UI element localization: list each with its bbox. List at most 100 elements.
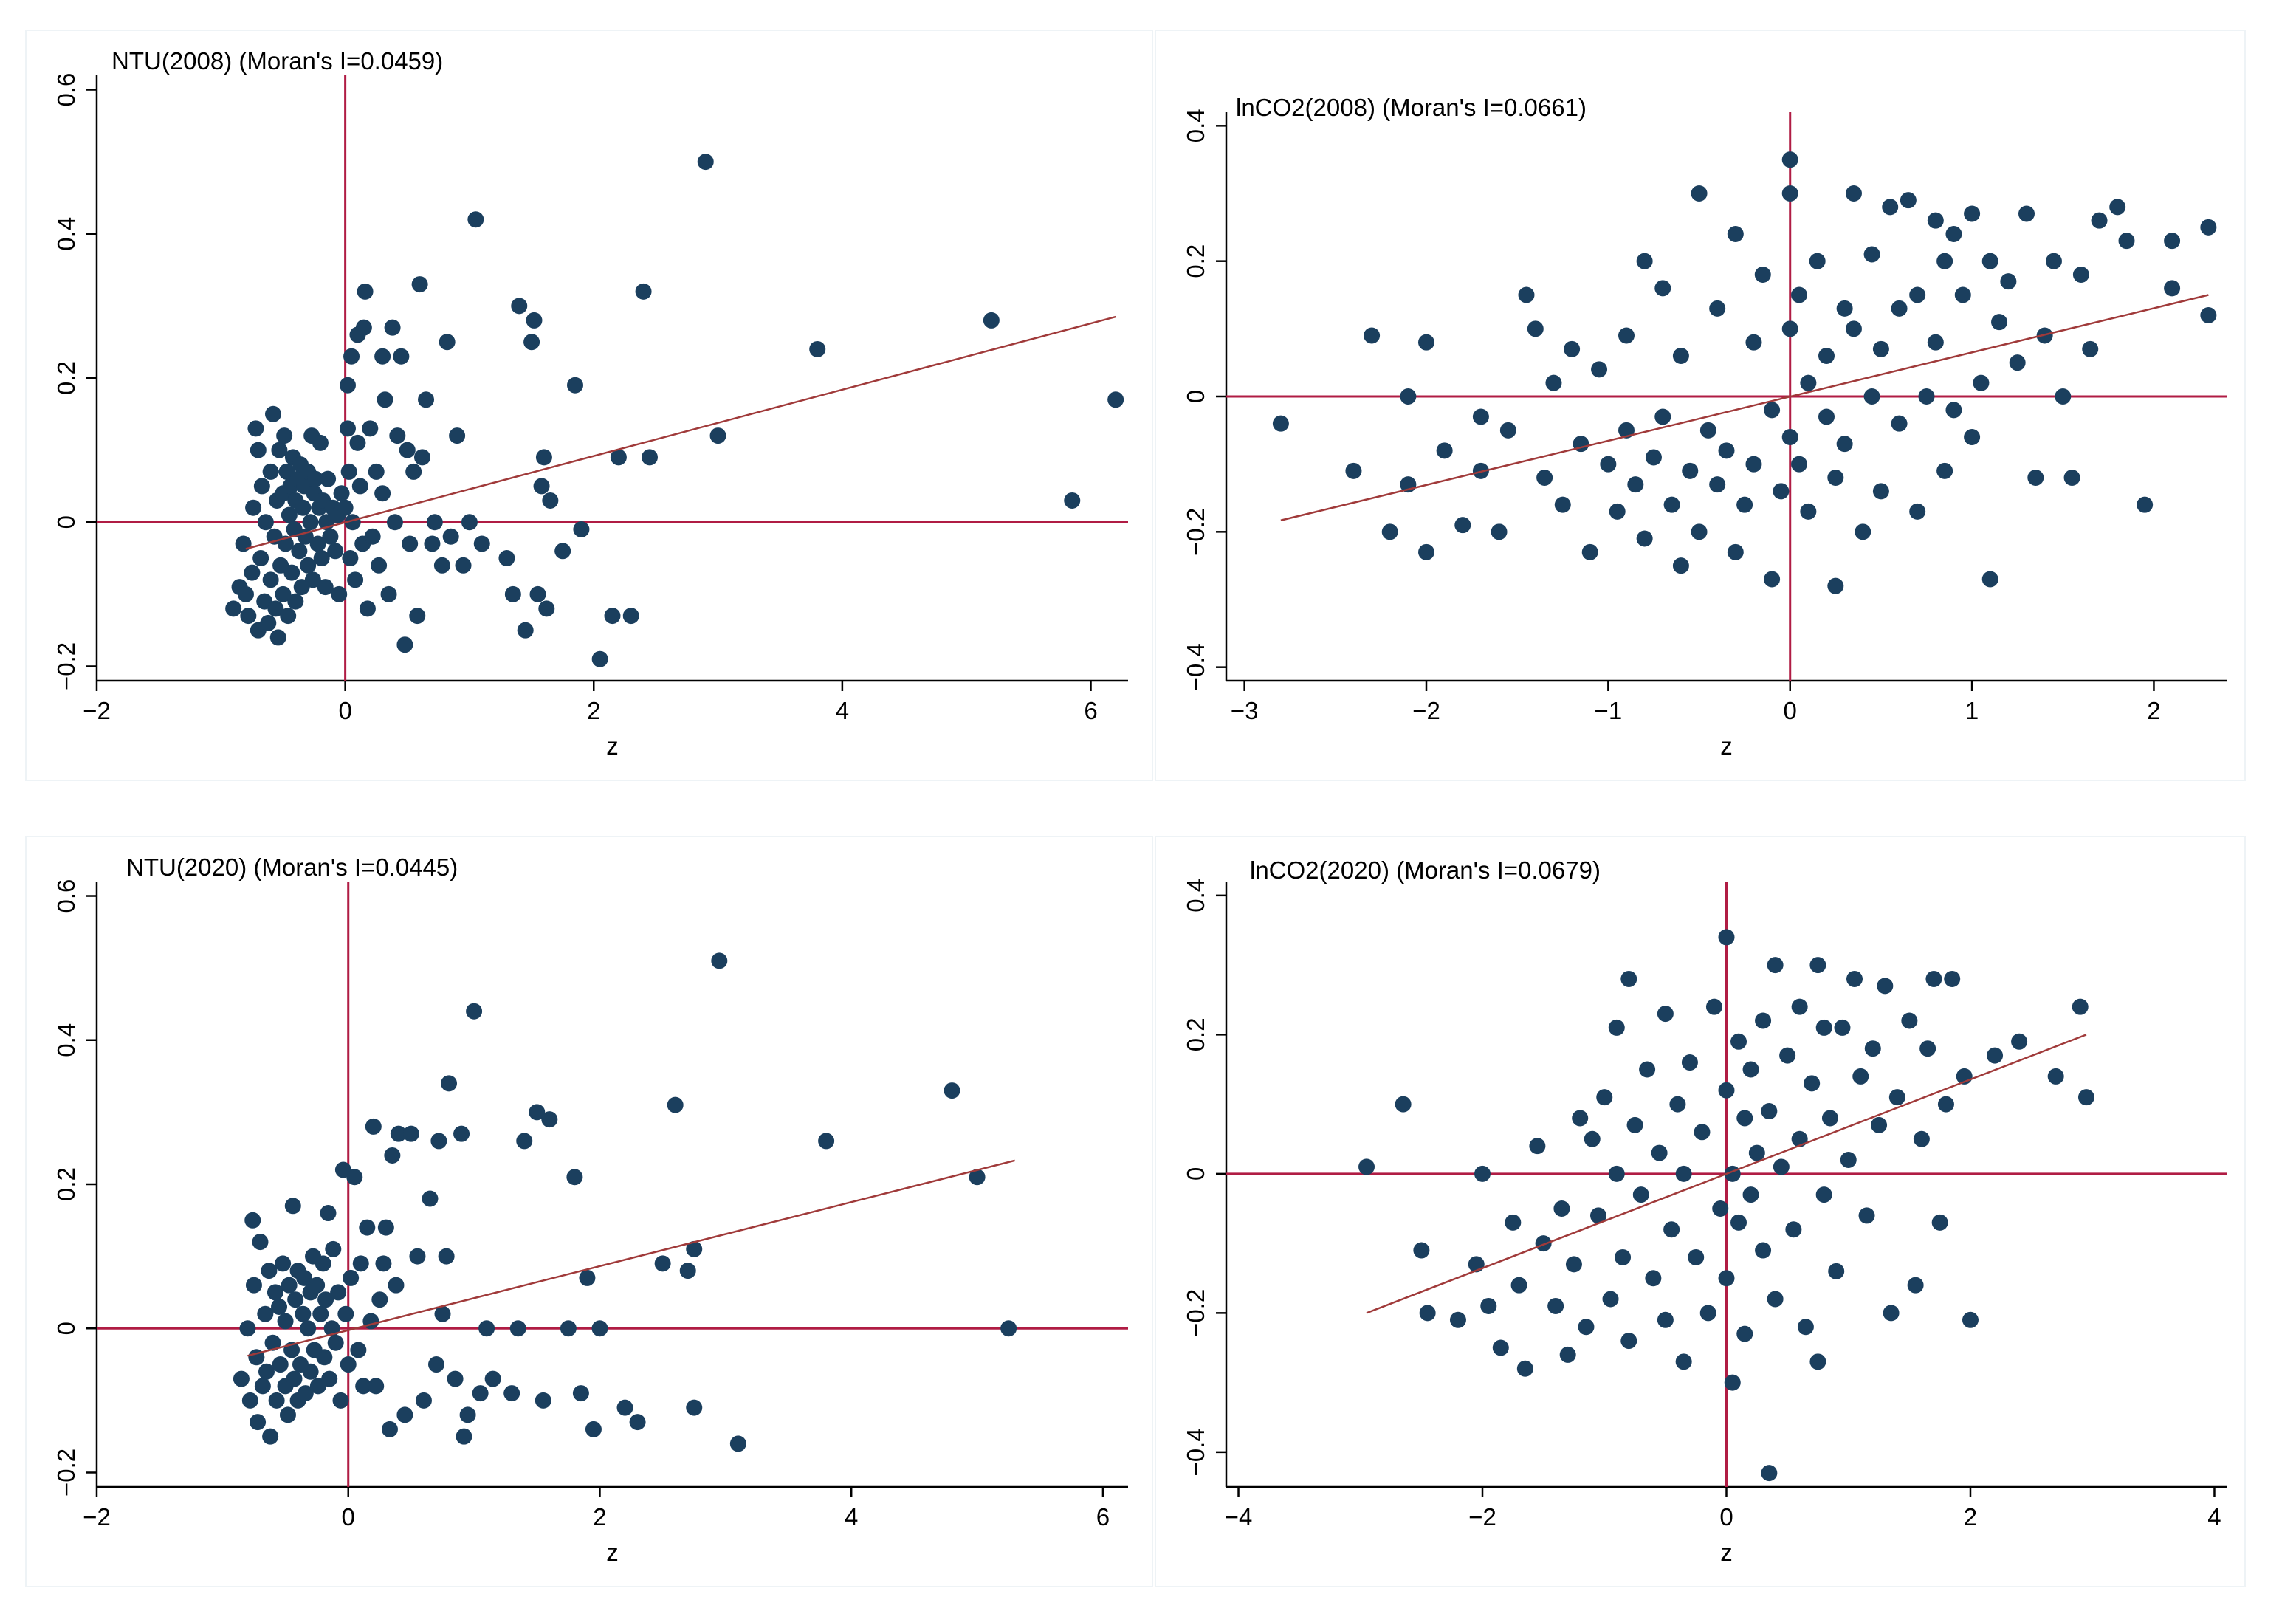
scatter-point	[258, 1363, 275, 1380]
scatter-point	[252, 1234, 269, 1251]
scatter-point	[240, 608, 257, 625]
x-axis-title: z	[606, 1539, 619, 1566]
x-tick-label: 2	[587, 697, 600, 724]
scatter-point	[309, 535, 326, 552]
scatter-point	[233, 1370, 250, 1387]
scatter-point	[325, 1240, 342, 1257]
scatter-point	[1877, 978, 1894, 995]
scatter-point	[2118, 233, 2135, 250]
scatter-point	[1419, 1305, 1436, 1322]
scatter-point	[711, 952, 728, 969]
scatter-point	[260, 614, 277, 631]
scatter-point	[2045, 253, 2062, 269]
scatter-point	[1596, 1089, 1613, 1106]
scatter-point	[365, 1118, 382, 1135]
scatter-point	[1791, 456, 1808, 473]
scatter-point	[1449, 1311, 1466, 1328]
scatter-point	[1669, 1096, 1686, 1113]
scatter-point	[1480, 1297, 1497, 1314]
y-tick-label: 0	[52, 1322, 80, 1335]
scatter-point	[604, 608, 621, 625]
scatter-point	[418, 391, 435, 408]
scatter-point	[434, 1305, 451, 1322]
scatter-point	[253, 478, 270, 495]
scatter-point	[1535, 1235, 1552, 1252]
scatter-point	[1742, 1186, 1759, 1203]
scatter-point	[579, 1269, 596, 1286]
scatter-point	[390, 1125, 407, 1142]
scatter-point	[1888, 1089, 1905, 1106]
scatter-point	[411, 276, 428, 293]
x-tick-label: 1	[1965, 697, 1979, 724]
y-tick-label: 0.4	[52, 217, 80, 251]
scatter-point	[1918, 388, 1935, 405]
scatter-point	[1945, 226, 1962, 242]
scatter-point	[629, 1414, 646, 1431]
scatter-point	[1675, 1353, 1692, 1370]
scatter-point	[302, 514, 319, 531]
scatter-point	[2137, 496, 2154, 513]
scatter-point	[307, 470, 324, 487]
scatter-point	[1545, 374, 1562, 391]
scatter-point	[1964, 205, 1981, 222]
scatter-point	[1608, 1019, 1625, 1036]
scatter-point	[467, 211, 484, 228]
scatter-point	[535, 449, 552, 466]
scatter-point	[1395, 1096, 1412, 1113]
scatter-point	[1654, 280, 1671, 297]
scatter-point	[1937, 1096, 1954, 1113]
scatter-point	[247, 420, 264, 437]
scatter-point	[1809, 957, 1826, 974]
scatter-point	[472, 1385, 489, 1402]
scatter-point	[1705, 998, 1722, 1015]
y-tick-label: 0.4	[52, 1023, 80, 1057]
scatter-point	[2091, 212, 2108, 229]
scatter-point	[396, 636, 413, 653]
scatter-point	[610, 449, 627, 466]
scatter-point	[269, 629, 286, 646]
scatter-point	[1600, 456, 1617, 473]
scatter-point	[729, 1435, 746, 1452]
scatter-point	[374, 348, 391, 365]
y-tick-label: 0	[52, 515, 80, 529]
scatter-point	[535, 1392, 551, 1409]
scatter-point	[1709, 476, 1726, 493]
scatter-point	[245, 1277, 262, 1294]
scatter-point	[1505, 1214, 1522, 1231]
scatter-point	[254, 1378, 271, 1395]
chart-panel-lnco2-2020: lnCO2(2020) (Moran's I=0.0679) −4 −2 0 2 4 −0.…	[1155, 836, 2246, 1587]
scatter-point	[1781, 429, 1798, 445]
scatter-point	[1781, 320, 1798, 337]
scatter-point	[686, 1399, 703, 1416]
chart-title: NTU(2008) (Moran's I=0.0459)	[111, 47, 443, 75]
scatter-point	[1991, 314, 2008, 331]
scatter-point	[357, 283, 374, 300]
scatter-point	[529, 585, 546, 602]
scatter-point	[461, 514, 478, 531]
scatter-point	[1745, 334, 1762, 351]
scatter-point	[339, 377, 356, 394]
scatter-point	[244, 1212, 261, 1229]
scatter-point	[2200, 219, 2217, 236]
scatter-point	[343, 1269, 360, 1286]
x-tick-label: 2	[1964, 1503, 1977, 1531]
scatter-point	[1510, 1277, 1527, 1294]
scatter-point	[377, 391, 393, 408]
chart-title: lnCO2(2020) (Moran's I=0.0679)	[1250, 856, 1601, 884]
fitted-regression-line	[1366, 1034, 2087, 1314]
scatter-point	[384, 1147, 401, 1164]
scatter-point	[300, 1320, 317, 1337]
scatter-point	[1818, 348, 1835, 364]
scatter-point	[1064, 492, 1081, 509]
scatter-point	[267, 600, 284, 617]
scatter-point	[1272, 415, 1289, 432]
scatter-point	[268, 1392, 285, 1409]
scatter-point	[1797, 1319, 1814, 1336]
scatter-point	[1964, 429, 1981, 445]
scatter-point	[526, 312, 543, 329]
scatter-point	[359, 600, 376, 617]
scatter-point	[1781, 185, 1798, 202]
scatter-point	[1400, 388, 1417, 405]
scatter-point	[368, 463, 385, 480]
scatter-point	[1491, 523, 1508, 540]
